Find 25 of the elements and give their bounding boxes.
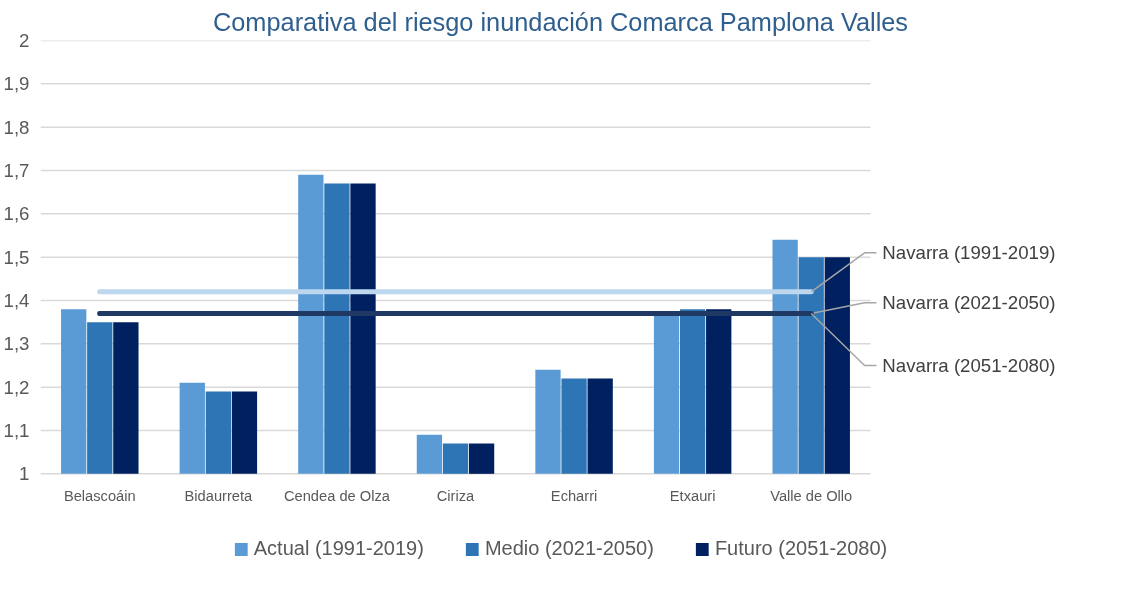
y-tick-label: 1,4: [3, 290, 30, 311]
x-tick-label: Etxauri: [669, 487, 716, 504]
x-tick-label: Cendea de Olza: [283, 487, 391, 504]
y-tick-label: 1,2: [3, 376, 30, 398]
y-tick-label: 1,7: [3, 160, 30, 181]
ref-line-label: Navarra (2021-2050): [882, 292, 1056, 314]
ref-line-label: Navarra (2051-2080): [882, 355, 1056, 376]
y-tick-label: 1,5: [3, 246, 30, 268]
x-tick-label: Ciriza: [436, 487, 476, 504]
x-tick-label: Echarri: [550, 487, 598, 504]
y-tick-label: 1: [19, 463, 30, 485]
chart-title: Comparativa del riesgo inundación Comarca Pamplona Valles: [212, 7, 909, 36]
legend-label: Futuro (2051-2080): [714, 537, 888, 560]
y-tick-label: 1,9: [3, 73, 30, 95]
y-tick-label: 1,8: [3, 116, 30, 138]
x-tick-label: Valle de Ollo: [770, 487, 853, 504]
y-tick-label: 2: [19, 30, 30, 51]
legend-label: Medio (2021-2050): [484, 537, 654, 560]
y-tick-label: 1,6: [3, 203, 30, 225]
x-tick-label: Bidaurreta: [184, 487, 254, 504]
y-tick-label: 1,1: [3, 420, 30, 441]
y-tick-label: 1,3: [3, 333, 30, 355]
legend-label: Actual (1991-2019): [253, 537, 424, 560]
ref-line-label: Navarra (1991-2019): [882, 242, 1056, 264]
x-tick-label: Belascoáin: [63, 487, 136, 504]
